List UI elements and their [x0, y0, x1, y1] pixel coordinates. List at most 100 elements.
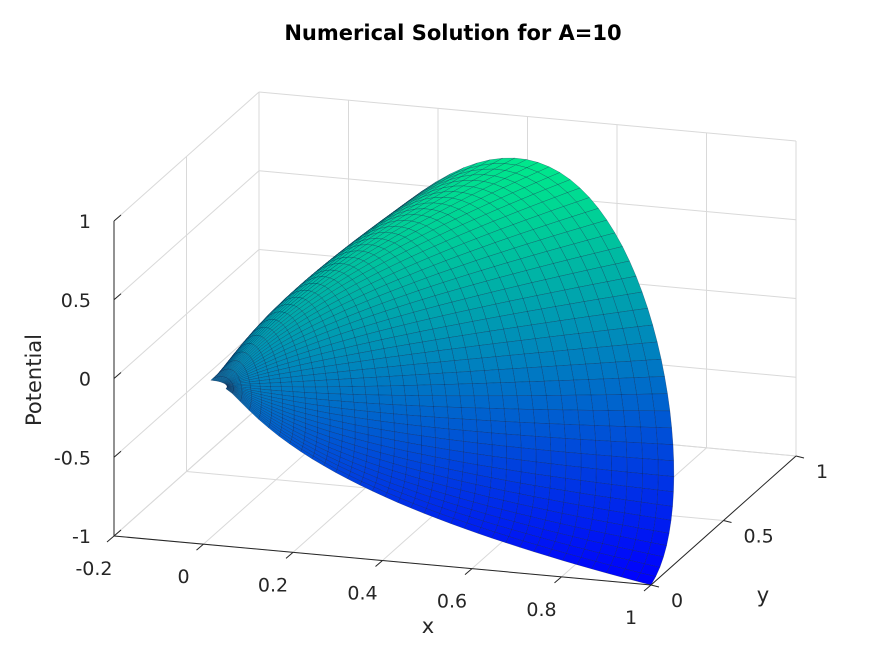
surface-patch [327, 386, 341, 395]
surface-patch [420, 453, 436, 467]
x-tick-label: -0.2 [75, 558, 112, 580]
surface-patch [250, 385, 261, 390]
surface-patch [354, 333, 370, 346]
surface-patch [454, 213, 475, 225]
surface-patch [520, 254, 541, 271]
surface-patch [453, 359, 471, 373]
surface-patch [238, 373, 249, 380]
grid-line-z-backwall [258, 91, 797, 142]
surface-patch [400, 311, 418, 326]
surface-patch [383, 256, 401, 268]
surface-patch [517, 324, 536, 341]
surface-patch [216, 371, 222, 378]
surface-patch [516, 395, 534, 410]
surface-patch [453, 179, 474, 187]
surface-patch [490, 420, 507, 435]
surface-patch [519, 422, 536, 437]
surface-patch [625, 486, 643, 503]
surface-patch [447, 287, 466, 303]
surface-patch [376, 376, 391, 387]
surface-patch [451, 347, 469, 361]
surface-patch [541, 306, 561, 324]
surface-patch [295, 299, 310, 309]
surface-patch [576, 197, 599, 213]
z-tick-label: -0.5 [54, 447, 91, 469]
surface-patch [326, 379, 340, 388]
surface-patch [445, 395, 462, 408]
surface-patch [633, 376, 653, 395]
surface-patch [475, 407, 491, 421]
surface-patch [269, 378, 281, 384]
surface-patch [222, 378, 230, 384]
surface-patch [217, 376, 224, 382]
surface-patch [655, 427, 674, 445]
surface-patch [389, 375, 405, 387]
surface-patch [281, 390, 294, 397]
surface-patch [381, 298, 399, 312]
surface-patch [462, 430, 478, 444]
surface-patch [512, 270, 533, 287]
surface-patch [338, 378, 353, 387]
surface-patch [235, 345, 244, 355]
surface-patch [411, 352, 428, 365]
surface-patch [291, 285, 304, 295]
surface-patch [590, 394, 609, 411]
surface-patch [303, 386, 317, 394]
surface-patch [455, 309, 473, 325]
surface-patch [286, 297, 300, 305]
surface-patch [290, 375, 304, 383]
surface-patch [623, 410, 641, 428]
surface-patch [387, 365, 403, 377]
y-tick-label: 1 [816, 461, 828, 483]
surface-patch [212, 376, 218, 381]
surface-patch [610, 440, 628, 458]
surface-patch [402, 374, 418, 386]
surface-patch [324, 263, 340, 271]
surface-patch [535, 461, 552, 477]
surface-patch [611, 470, 628, 487]
z-tick-mark [113, 529, 122, 537]
surface-patch [421, 229, 441, 241]
surface-patch [432, 224, 452, 236]
surface-patch [603, 378, 622, 396]
surface-patch [279, 333, 292, 344]
surface-patch [502, 395, 519, 410]
surface-patch [637, 324, 658, 344]
surface-patch [228, 373, 238, 381]
surface-patch [224, 381, 233, 385]
surface-patch [383, 346, 400, 358]
surface-patch [344, 244, 360, 254]
surface-patch [233, 363, 244, 373]
x-tick-mark [464, 568, 473, 576]
surface-patch [219, 376, 227, 383]
surface-patch [295, 345, 309, 356]
surface-patch [300, 368, 314, 377]
z-axis-label: Potential [22, 334, 46, 426]
surface-patch [257, 372, 269, 379]
surface-patch [506, 446, 522, 461]
surface-patch [641, 473, 659, 491]
surface-patch [482, 163, 505, 170]
surface-patch [262, 313, 274, 323]
surface-patch [491, 444, 507, 459]
surface-patch [260, 345, 272, 356]
surface-patch [488, 251, 508, 267]
surface-patch [638, 410, 657, 428]
surface-patch [459, 395, 476, 409]
surface-patch [580, 466, 597, 483]
surface-patch [512, 367, 530, 383]
z-tick-label: -1 [72, 526, 91, 548]
surface-patch [397, 302, 414, 317]
surface-patch [259, 382, 271, 387]
surface-patch [627, 291, 649, 311]
surface-patch [250, 393, 262, 401]
surface-patch [618, 377, 637, 395]
surface-patch [418, 395, 434, 407]
surface-patch [386, 279, 403, 292]
surface-patch [282, 290, 295, 301]
surface-patch [320, 269, 336, 278]
surface-patch [482, 168, 506, 177]
surface-patch [431, 181, 453, 192]
z-tick-mark [113, 293, 122, 301]
surface-patch [277, 329, 290, 340]
